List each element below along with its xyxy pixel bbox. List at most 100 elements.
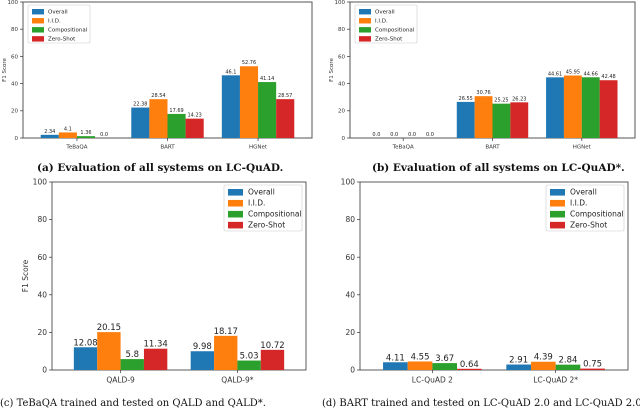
y-tick-label: 100 bbox=[8, 0, 19, 6]
legend-entry: Compositional bbox=[48, 28, 88, 34]
bar-overall bbox=[222, 75, 240, 138]
y-tick-label: 60 bbox=[345, 253, 355, 262]
data-label: 0.0 bbox=[408, 132, 416, 138]
legend-swatch bbox=[228, 222, 243, 229]
data-label: 10.72 bbox=[260, 341, 284, 351]
bar-zero-shot bbox=[144, 349, 167, 370]
data-label: 26.55 bbox=[459, 96, 473, 102]
legend-entry: Zero-Shot bbox=[248, 220, 285, 229]
data-label: 5.8 bbox=[125, 350, 139, 360]
y-tick-label: 80 bbox=[11, 27, 18, 33]
data-label: 2.84 bbox=[558, 356, 577, 366]
data-label: 0.0 bbox=[372, 132, 380, 138]
x-tick-label: HGNet bbox=[249, 145, 268, 151]
y-axis-label: F1 Score bbox=[2, 57, 8, 81]
bar-overall bbox=[383, 362, 408, 370]
y-tick-label: 40 bbox=[345, 290, 355, 299]
legend-swatch bbox=[550, 200, 565, 207]
y-tick-label: 0 bbox=[42, 366, 47, 375]
data-label: 4.1 bbox=[64, 126, 72, 132]
data-label: 28.57 bbox=[278, 93, 292, 99]
legend-swatch bbox=[550, 222, 565, 229]
caption-c: (c) TeBaQA trained and tested on QALD an… bbox=[0, 398, 266, 409]
y-tick-label: 20 bbox=[338, 109, 345, 115]
data-label: 2.34 bbox=[44, 129, 55, 135]
bar-overall bbox=[74, 347, 97, 370]
data-label: 26.23 bbox=[512, 96, 526, 102]
legend-entry: I.I.D. bbox=[375, 18, 388, 24]
data-label: 4.11 bbox=[386, 353, 405, 363]
y-tick-label: 60 bbox=[37, 253, 47, 262]
bar-zero-shot bbox=[186, 119, 204, 138]
legend-entry: Zero-Shot bbox=[48, 37, 76, 43]
y-tick-label: 60 bbox=[11, 54, 18, 60]
legend-swatch bbox=[228, 200, 243, 207]
legend-swatch bbox=[32, 9, 44, 14]
y-tick-label: 100 bbox=[341, 178, 356, 187]
bar-overall bbox=[41, 135, 59, 138]
bar-i-i-d- bbox=[475, 96, 493, 138]
data-label: 44.61 bbox=[548, 71, 562, 77]
data-label: 9.98 bbox=[193, 342, 212, 352]
data-label: 44.66 bbox=[584, 71, 598, 77]
legend-entry: Overall bbox=[375, 9, 395, 15]
x-tick-label: QALD-9 bbox=[106, 376, 135, 385]
legend-entry: I.I.D. bbox=[248, 199, 265, 208]
legend-entry: I.I.D. bbox=[48, 18, 61, 24]
legend-entry: Compositional bbox=[570, 209, 624, 218]
data-label: 30.76 bbox=[476, 90, 490, 96]
data-label: 0.0 bbox=[100, 132, 108, 138]
data-label: 4.55 bbox=[411, 352, 430, 362]
data-label: 0.0 bbox=[390, 132, 398, 138]
data-label: 46.1 bbox=[225, 69, 236, 75]
bar-overall bbox=[457, 102, 475, 138]
data-label: 3.67 bbox=[435, 354, 454, 364]
bar-compositional bbox=[168, 114, 186, 138]
data-label: 0.64 bbox=[460, 360, 479, 370]
legend-swatch bbox=[228, 211, 243, 218]
bar-compositional bbox=[121, 359, 144, 370]
x-tick-label: TeBaQA bbox=[65, 145, 87, 151]
legend-swatch bbox=[32, 18, 44, 23]
data-label: 0.75 bbox=[583, 360, 602, 370]
bar-compositional bbox=[432, 363, 457, 370]
bar-i-i-d- bbox=[59, 132, 77, 138]
bar-zero-shot bbox=[510, 102, 528, 138]
legend-swatch bbox=[32, 36, 44, 41]
y-tick-label: 0 bbox=[350, 366, 355, 375]
data-label: 17.69 bbox=[169, 108, 183, 114]
y-tick-label: 100 bbox=[33, 178, 48, 187]
caption-a: (a) Evaluation of all systems on LC-QuAD… bbox=[37, 162, 283, 174]
bar-i-i-d- bbox=[564, 76, 582, 138]
bar-i-i-d- bbox=[408, 361, 433, 370]
bar-i-i-d- bbox=[149, 99, 167, 138]
x-tick-label: HGNet bbox=[573, 145, 592, 151]
bar-overall bbox=[191, 351, 214, 370]
bar-overall bbox=[131, 108, 149, 138]
caption-b: (b) Evaluation of all systems on LC-QuAD… bbox=[372, 162, 625, 174]
data-label: 18.17 bbox=[214, 327, 238, 337]
bar-compositional bbox=[77, 136, 95, 138]
data-label: 14.23 bbox=[188, 113, 202, 119]
legend-swatch bbox=[550, 189, 565, 196]
bar-i-i-d- bbox=[531, 362, 556, 370]
data-label: 2.91 bbox=[509, 356, 528, 366]
x-tick-label: LC-QuAD 2* bbox=[533, 376, 578, 385]
bar-compositional bbox=[493, 104, 511, 138]
x-tick-label: LC-QuAD 2 bbox=[412, 376, 453, 385]
legend-entry: Overall bbox=[570, 188, 597, 197]
bar-compositional bbox=[237, 361, 260, 370]
y-axis-label: F1 Score bbox=[329, 57, 335, 81]
y-tick-label: 80 bbox=[37, 215, 47, 224]
legend-entry: Zero-Shot bbox=[375, 37, 403, 43]
x-tick-label: BART bbox=[485, 145, 500, 151]
data-label: 45.95 bbox=[566, 70, 580, 76]
data-label: 28.54 bbox=[151, 93, 165, 99]
legend-entry: Zero-Shot bbox=[570, 220, 607, 229]
y-tick-label: 20 bbox=[11, 109, 18, 115]
legend-entry: I.I.D. bbox=[570, 199, 587, 208]
legend-swatch bbox=[32, 27, 44, 32]
legend-swatch bbox=[550, 211, 565, 218]
data-label: 1.36 bbox=[80, 130, 91, 136]
legend-swatch bbox=[359, 36, 371, 41]
